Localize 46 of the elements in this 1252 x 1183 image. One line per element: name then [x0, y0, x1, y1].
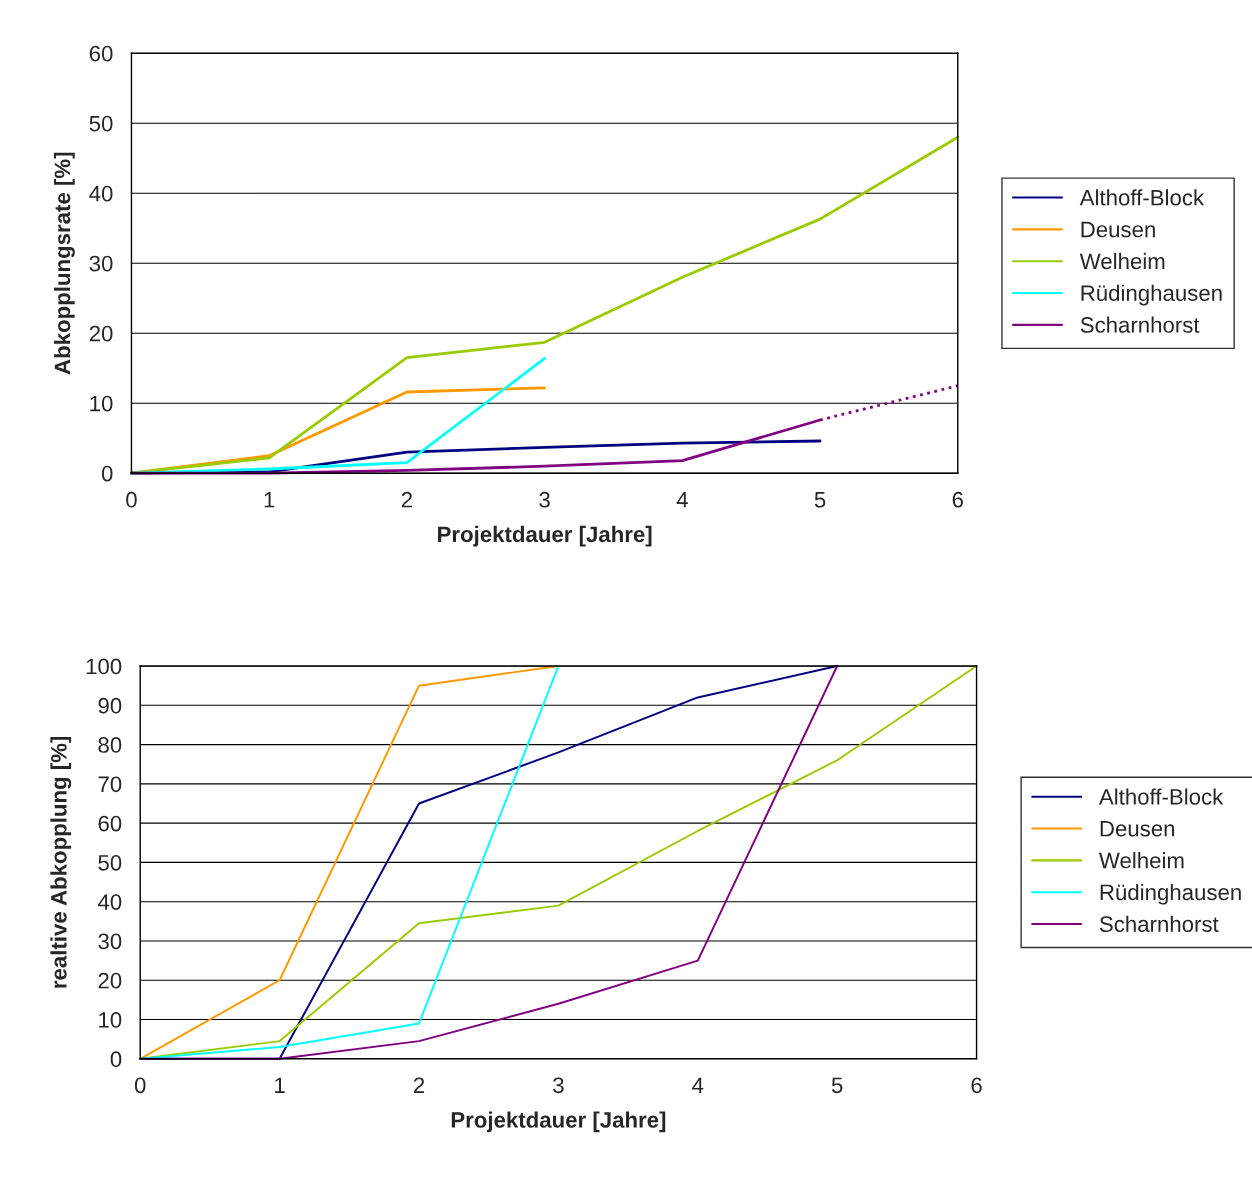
x-axis-title: Projektdauer [Jahre] [438, 525, 652, 547]
x-tick-label: 3 [553, 1077, 564, 1094]
legend-label: Rüdinghausen [1100, 883, 1241, 905]
x-tick-label: 6 [971, 1077, 982, 1094]
x-tick-label: 0 [134, 1077, 146, 1094]
y-tick-label: 0 [101, 465, 113, 482]
y-tick-label: 0 [110, 1051, 122, 1068]
y-tick-label: 30 [89, 255, 113, 272]
y-axis-title: Abkopplungsrate [%] [53, 152, 75, 375]
x-tick-label: 1 [264, 492, 275, 508]
y-tick-label: 100 [86, 658, 122, 675]
x-tick-label: 4 [676, 492, 688, 508]
y-tick-label: 60 [98, 815, 122, 832]
x-tick-label: 2 [413, 1077, 425, 1093]
legend-label: Scharnhorst [1099, 915, 1219, 933]
legend-label: Deusen [1100, 821, 1175, 837]
legend-label: Rüdinghausen [1081, 284, 1222, 306]
x-tick-label: 5 [814, 492, 826, 508]
y-tick-label: 90 [98, 697, 122, 714]
y-tick-label: 10 [90, 395, 113, 412]
y-tick-label: 20 [89, 325, 113, 342]
y-tick-label: 60 [89, 45, 113, 62]
x-tick-label: 2 [401, 491, 412, 508]
legend-label: Althoff-Block [1098, 788, 1224, 805]
x-tick-label: 0 [126, 491, 137, 508]
legend-label: Scharnhorst [1080, 316, 1200, 333]
x-tick-label: 1 [275, 1077, 285, 1093]
x-tick-label: 4 [692, 1077, 704, 1093]
x-tick-label: 5 [831, 1077, 843, 1094]
y-axis-title: realtive Abkopplung [%] [50, 736, 72, 988]
x-axis-title: Projektdauer [Jahre] [451, 1111, 666, 1133]
y-tick-label: 50 [89, 115, 113, 132]
y-tick-label: 20 [98, 972, 122, 989]
y-tick-label: 40 [89, 185, 113, 202]
y-tick-label: 70 [98, 776, 122, 793]
y-tick-label: 10 [99, 1012, 122, 1028]
legend-label: Althoff-Block [1079, 189, 1205, 206]
x-tick-label: 3 [539, 491, 550, 508]
y-tick-label: 40 [97, 894, 122, 910]
legend-label: Deusen [1081, 221, 1155, 238]
y-tick-label: 80 [98, 737, 122, 753]
legend-label: Welheim [1099, 852, 1184, 869]
y-tick-label: 50 [98, 854, 122, 871]
legend-label: Welheim [1079, 252, 1165, 270]
x-tick-label: 6 [952, 491, 963, 508]
y-tick-label: 30 [98, 933, 122, 950]
